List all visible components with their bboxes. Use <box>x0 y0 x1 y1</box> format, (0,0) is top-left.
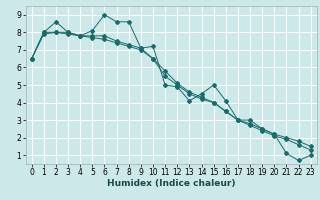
X-axis label: Humidex (Indice chaleur): Humidex (Indice chaleur) <box>107 179 236 188</box>
